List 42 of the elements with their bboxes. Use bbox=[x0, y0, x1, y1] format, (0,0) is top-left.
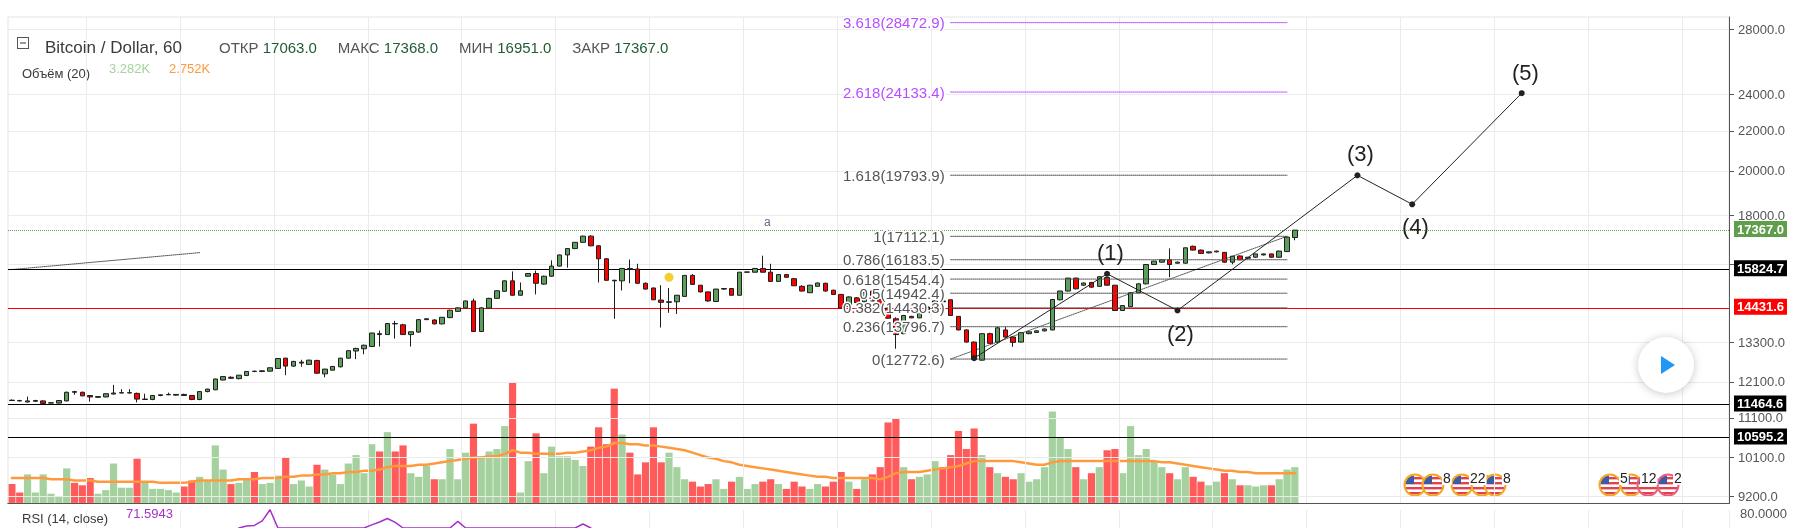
annotation: 12 bbox=[1641, 470, 1657, 486]
annotation: 22 bbox=[1470, 470, 1486, 486]
annotation: 3.282K bbox=[109, 61, 151, 76]
chart-title: RSI (14, close) bbox=[22, 511, 108, 527]
ref-line-label: 17367.0 bbox=[1737, 221, 1784, 237]
annotation: (1) bbox=[1097, 239, 1124, 265]
series-label: 0(12772.6) bbox=[872, 350, 945, 368]
ref-line-label: 10595.2 bbox=[1737, 428, 1784, 444]
annotation: 71.5943 bbox=[126, 506, 173, 522]
series-label: 2.618(24133.4) bbox=[842, 83, 945, 101]
text: Bitcoin / Dollar, 60 bbox=[45, 38, 183, 57]
y-tick-label: 18000.0 bbox=[1738, 207, 1785, 223]
text: 80.0000 bbox=[1740, 506, 1787, 522]
series-label: 3.618(28472.9) bbox=[842, 14, 945, 32]
ref-line-label: 11464.6 bbox=[1737, 395, 1784, 411]
y-tick-label: 12100.0 bbox=[1738, 374, 1785, 390]
annotation: 8 bbox=[1503, 470, 1511, 486]
annotation: (5) bbox=[1512, 59, 1539, 85]
y-tick-label: 10100.0 bbox=[1738, 450, 1785, 466]
chart-title: Объём (20) bbox=[22, 66, 91, 81]
ref-line-label: 15824.7 bbox=[1737, 260, 1784, 276]
series-label: 0.618(15454.4) bbox=[842, 270, 945, 288]
ref-line-label: 14431.6 bbox=[1737, 299, 1784, 315]
y-tick-label: 9200.0 bbox=[1738, 489, 1778, 505]
y-tick-label: 11100.0 bbox=[1738, 410, 1784, 426]
series-label: 0.786(16183.5) bbox=[842, 251, 945, 269]
annotation: 2.752K bbox=[169, 61, 211, 76]
annotation: (3) bbox=[1347, 140, 1374, 166]
y-tick-label: 13300.0 bbox=[1738, 334, 1785, 350]
annotation: 2 bbox=[1674, 470, 1682, 486]
series-label: 1(17112.1) bbox=[873, 227, 945, 245]
annotation: (2) bbox=[1167, 320, 1194, 346]
y-tick-label: 24000.0 bbox=[1738, 86, 1785, 102]
text: ОТКР 17063.0 МАКС 17368.0 МИН 16951.0 ЗАКР 17367.0 bbox=[219, 39, 669, 56]
y-tick-label: 22000.0 bbox=[1738, 123, 1785, 139]
annotation: (4) bbox=[1402, 213, 1429, 239]
series-label: 1.618(19793.9) bbox=[842, 166, 945, 184]
y-tick-label: 20000.0 bbox=[1738, 163, 1785, 179]
y-tick-label: 28000.0 bbox=[1738, 22, 1785, 38]
annotation: 5 bbox=[1620, 470, 1628, 486]
annotation: 8 bbox=[1443, 470, 1451, 486]
annotation: a bbox=[764, 215, 771, 229]
